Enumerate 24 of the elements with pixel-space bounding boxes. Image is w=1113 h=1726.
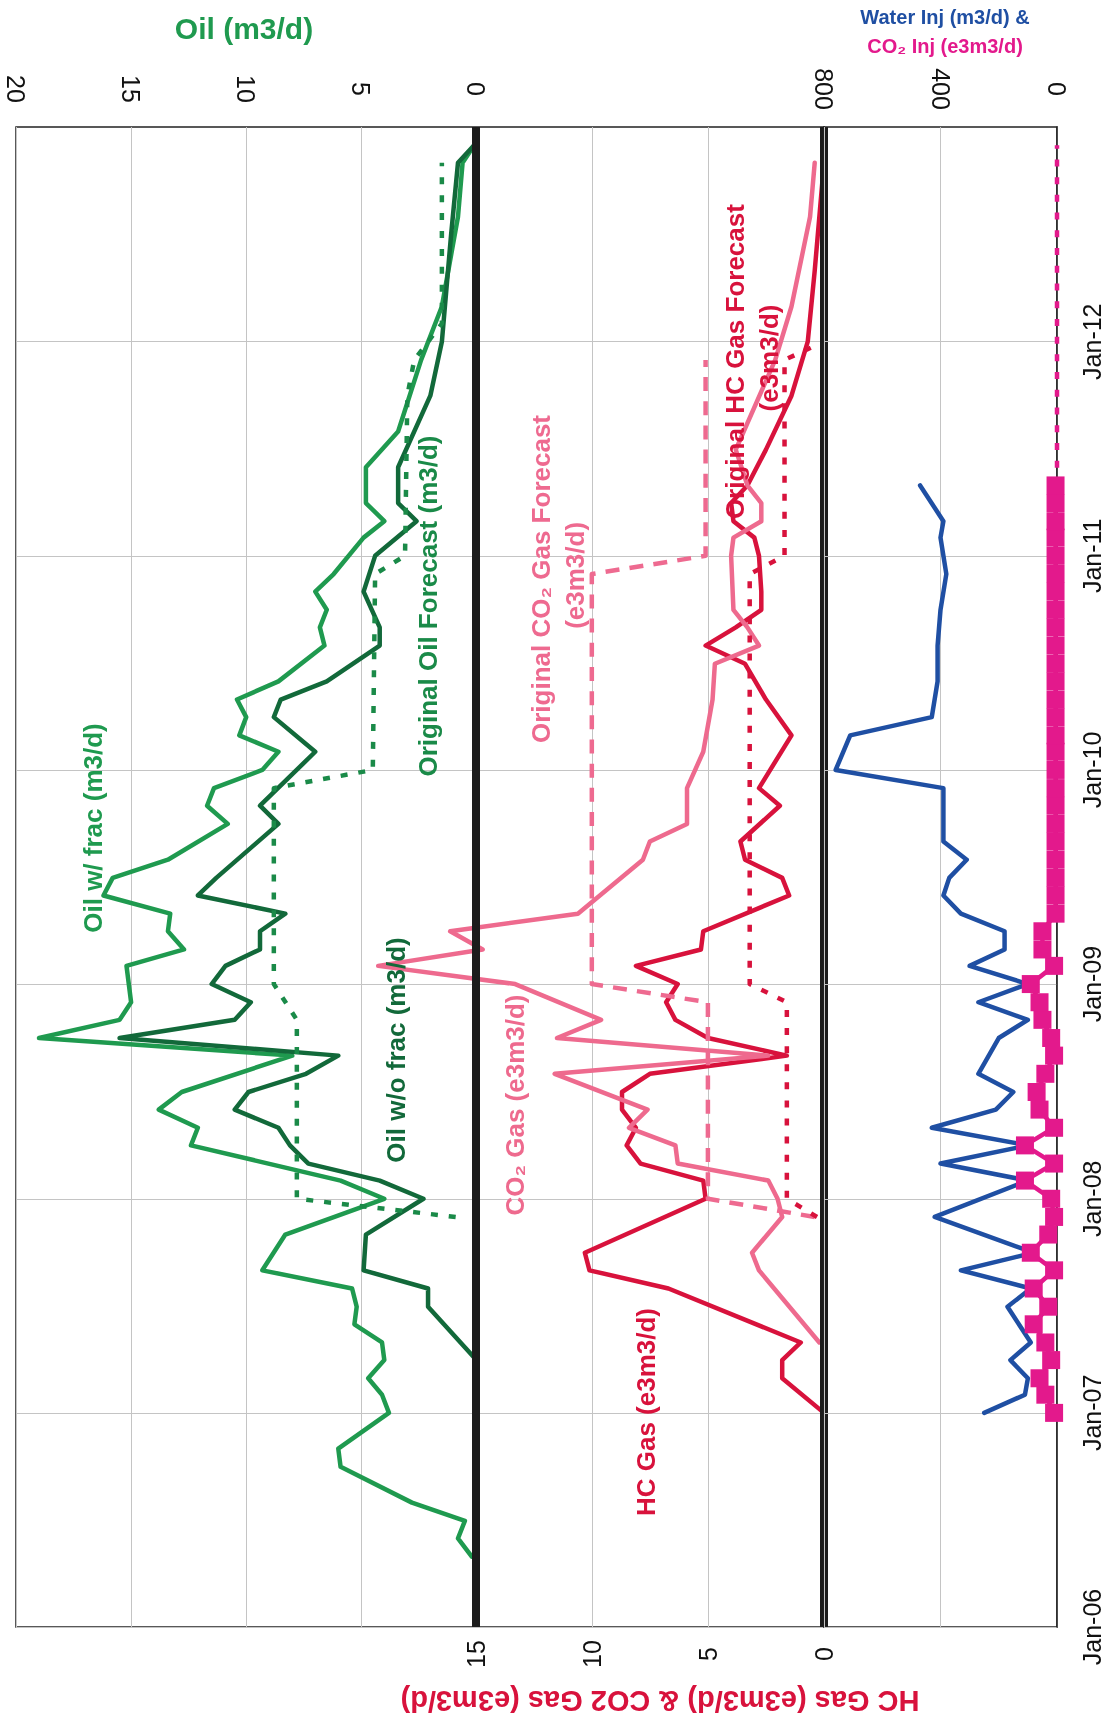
x-tick-label: 400 [926, 68, 955, 110]
y-tick-label: Jan-07 [1077, 1374, 1106, 1452]
y-tick-label: Jan-06 [1077, 1588, 1106, 1666]
text: CO₂ Gas (e3m3/d) [500, 994, 530, 1216]
y-tick-label: Jan-12 [1077, 303, 1106, 380]
y-tick-label: Jan-11 [1077, 518, 1106, 594]
text: Oil w/ frac (m3/d) [78, 723, 108, 933]
x-tick-label: 5 [693, 1647, 722, 1661]
x2-tick-label: 20 [2, 75, 30, 103]
text: Original Oil Forecast (m3/d) [413, 435, 443, 777]
y-tick-label: Jan-09 [1077, 945, 1106, 1023]
x-axis-title: HC Gas (e3m3/d) & CO2 Gas (e3m3/d) [400, 1685, 920, 1717]
x-axis-title: Water Inj (m3/d) & CO₂ Inj (e3m3/d) [860, 6, 1030, 57]
text: HC Gas (e3m3/d) [631, 1307, 661, 1517]
y-tick-label: Jan-08 [1077, 1160, 1106, 1237]
text: Oil w/o frac (m3/d) [381, 937, 411, 1163]
text: Original CO₂ Gas Forecast (e3m3/d) [526, 414, 590, 743]
x-tick-label: 800 [810, 68, 838, 110]
x2-axis-title: Oil (m3/d) [174, 11, 314, 45]
x-tick-label: 15 [461, 1640, 490, 1668]
x-tick-label: 10 [577, 1640, 606, 1668]
x-tick-label: 0 [810, 1647, 838, 1661]
y-tick-label: Jan-10 [1077, 731, 1106, 809]
x-tick-label: 0 [1043, 82, 1071, 96]
